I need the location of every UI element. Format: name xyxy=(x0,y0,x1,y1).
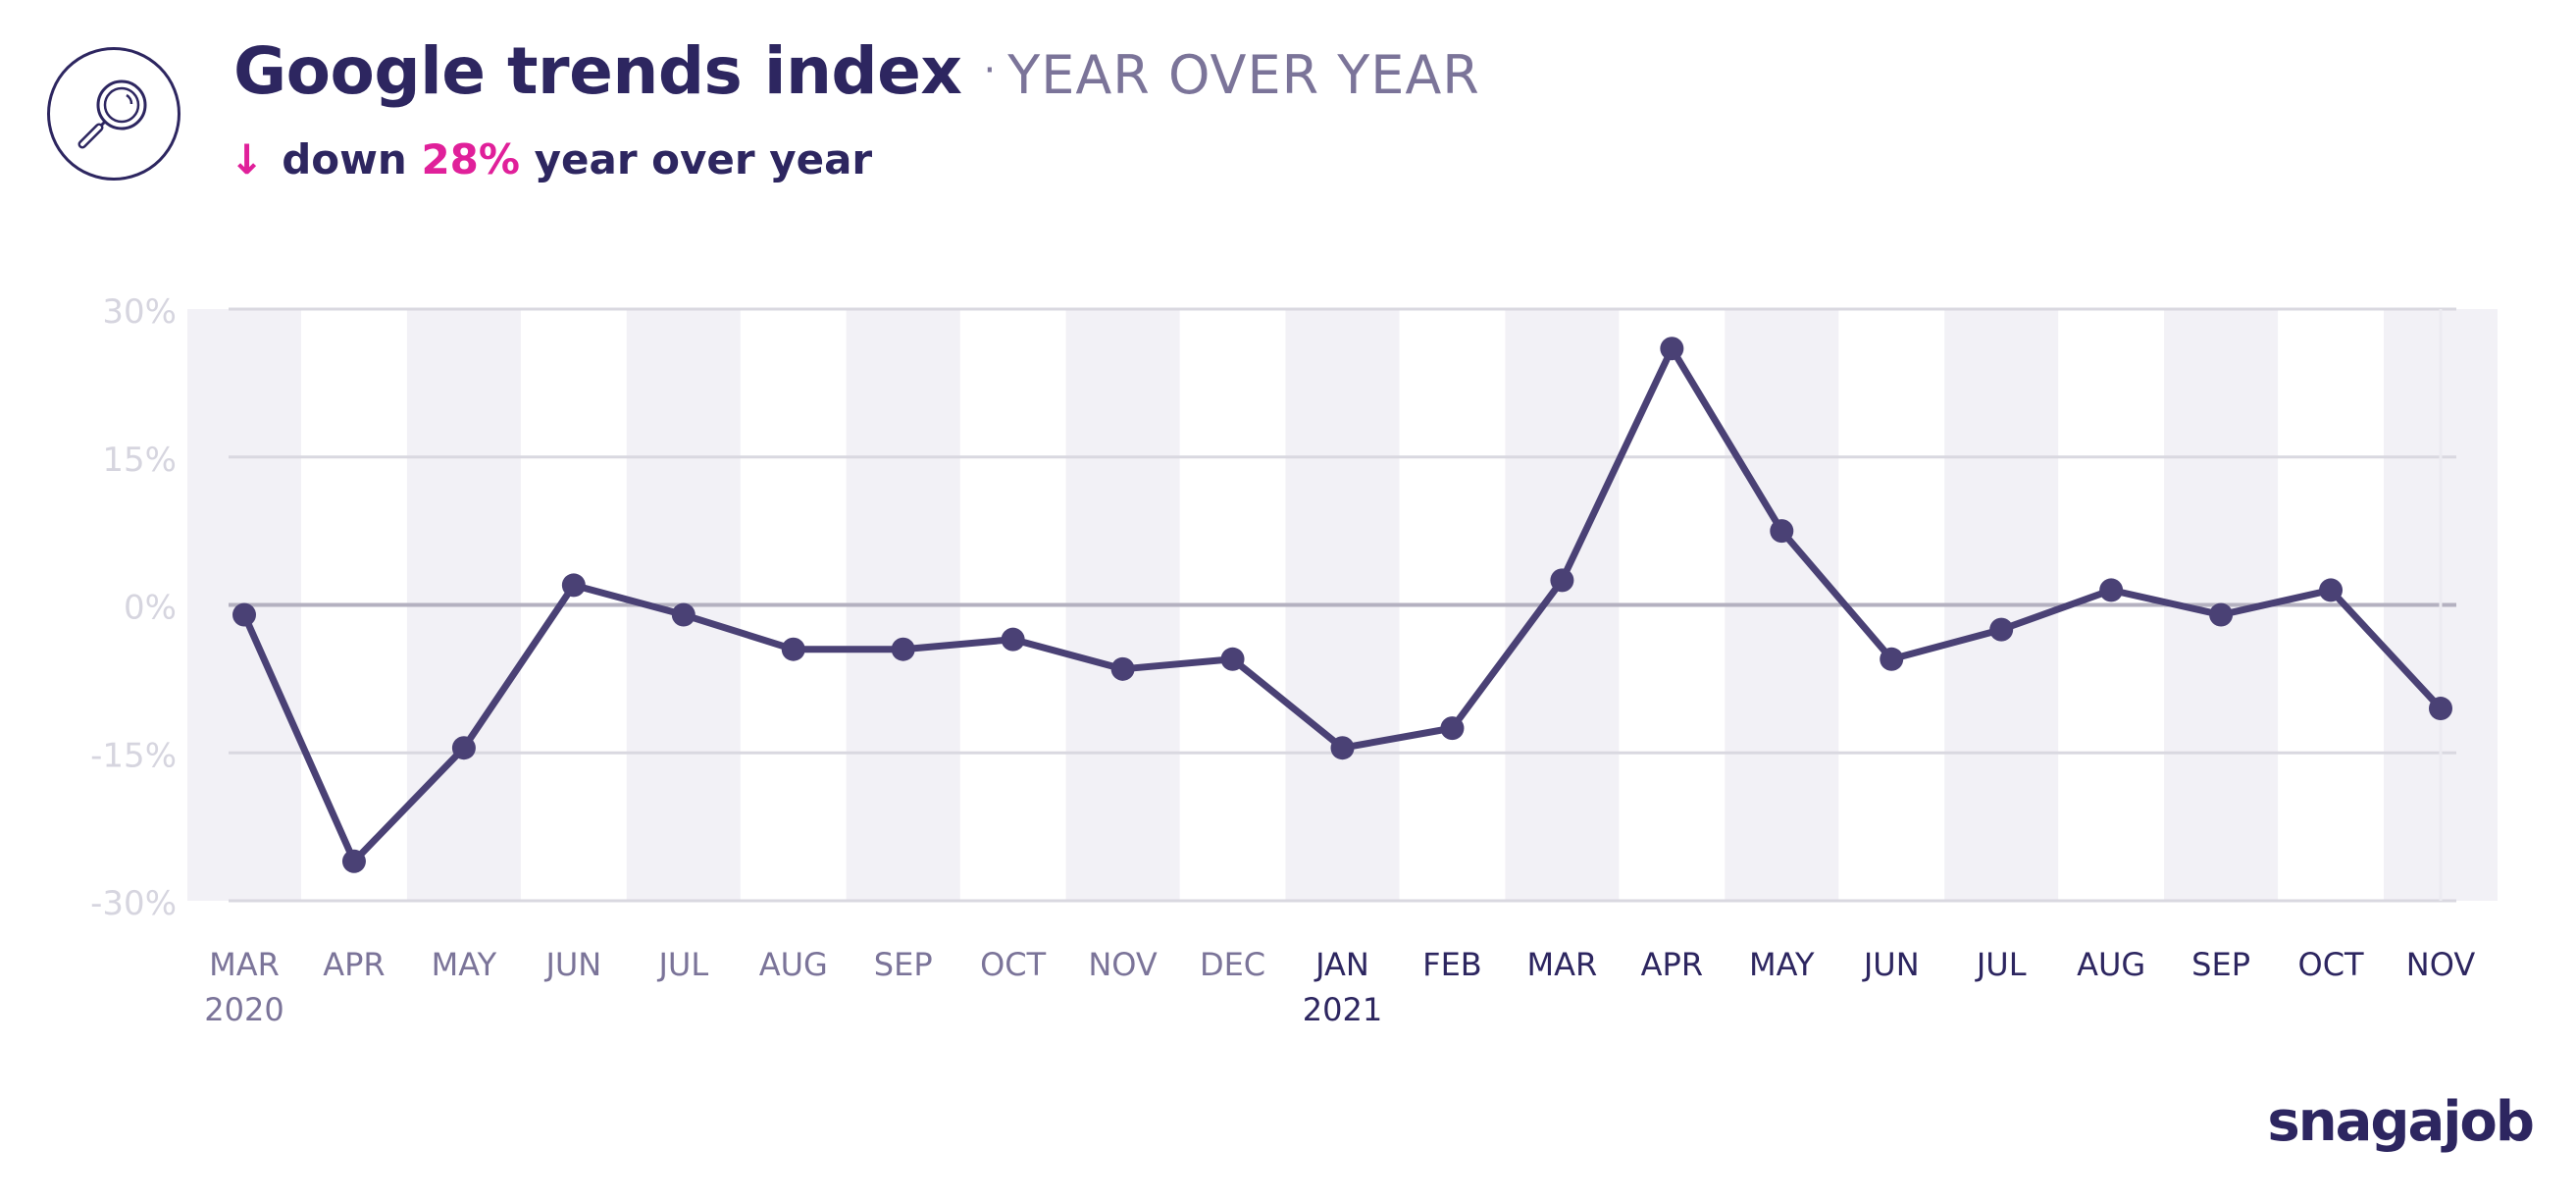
data-point xyxy=(451,736,476,760)
data-point xyxy=(2429,697,2452,721)
summary-suffix: year over year xyxy=(534,135,873,183)
data-point xyxy=(2099,578,2124,602)
x-tick-label: SEP xyxy=(2191,946,2250,983)
x-tick-label: JUL xyxy=(656,946,708,983)
y-tick-label: -30% xyxy=(90,884,177,923)
data-point xyxy=(1110,656,1135,681)
title-separator: · xyxy=(983,48,997,93)
x-tick-label: JUN xyxy=(1862,946,1920,983)
logo-badge xyxy=(47,47,180,181)
summary-prefix: down xyxy=(282,135,407,183)
data-point xyxy=(1220,647,1245,671)
data-point xyxy=(671,602,696,627)
data-point xyxy=(561,573,586,598)
data-point xyxy=(2319,578,2344,602)
x-tick-label: APR xyxy=(1641,946,1703,983)
y-tick-label: -15% xyxy=(90,736,177,775)
data-point xyxy=(1989,617,2014,642)
x-tick-label: MAY xyxy=(432,946,497,983)
x-tick-label: MAR xyxy=(209,946,280,983)
summary-value: 28% xyxy=(421,135,520,183)
y-tick-label: 15% xyxy=(102,441,177,480)
page-subtitle: YEAR OVER YEAR xyxy=(1007,44,1480,106)
x-tick-label: AUG xyxy=(2077,946,2145,983)
data-point xyxy=(341,849,366,873)
x-tick-label: FEB xyxy=(1422,946,1482,983)
data-point xyxy=(781,637,805,661)
data-point xyxy=(1550,568,1574,593)
data-point xyxy=(232,602,256,627)
page-title: Google trends index xyxy=(233,33,962,109)
x-tick-label: AUG xyxy=(759,946,828,983)
data-point xyxy=(1330,736,1355,760)
x-tick-label: JUN xyxy=(543,946,601,983)
data-point xyxy=(1660,337,1684,361)
title-row: Google trends index · YEAR OVER YEAR xyxy=(233,33,1480,109)
magnifying-glass-icon xyxy=(77,79,147,149)
y-tick-label: 30% xyxy=(102,292,177,332)
data-point xyxy=(1440,716,1465,741)
summary-row: ↓ down 28% year over year xyxy=(230,135,872,183)
data-point xyxy=(891,637,915,661)
data-point xyxy=(1001,627,1025,652)
down-arrow-icon: ↓ xyxy=(230,135,265,183)
y-tick-label: 0% xyxy=(124,589,177,628)
x-tick-label: JAN xyxy=(1314,946,1369,983)
data-point xyxy=(1880,647,1904,671)
x-tick-label: MAR xyxy=(1527,946,1598,983)
x-year-label: 2021 xyxy=(1303,991,1382,1028)
data-point xyxy=(1770,519,1794,544)
x-tick-label: OCT xyxy=(2298,946,2365,983)
x-tick-label: OCT xyxy=(980,946,1047,983)
x-tick-label: APR xyxy=(323,946,385,983)
x-tick-label: JUL xyxy=(1975,946,2027,983)
x-tick-label: NOV xyxy=(2406,946,2476,983)
x-tick-label: MAY xyxy=(1749,946,1815,983)
x-year-label: 2020 xyxy=(204,991,283,1028)
x-tick-label: DEC xyxy=(1200,946,1265,983)
data-point xyxy=(2209,602,2234,627)
x-tick-label: NOV xyxy=(1088,946,1158,983)
brand-logo: snagajob xyxy=(2267,1090,2535,1154)
x-tick-label: SEP xyxy=(874,946,933,983)
